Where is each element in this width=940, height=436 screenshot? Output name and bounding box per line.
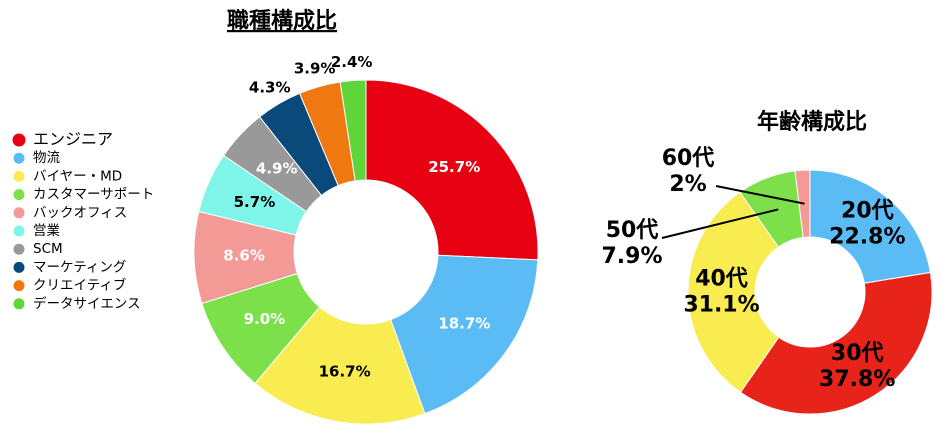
- value-label: 5.7%: [234, 193, 276, 211]
- legend-label: マーケティング: [33, 259, 126, 275]
- leader-line: [661, 208, 779, 239]
- leader-line: [715, 185, 805, 205]
- legend-marker: [12, 133, 26, 147]
- chart-title: 職種構成比: [227, 8, 337, 34]
- value-label: 16.7%: [319, 363, 371, 381]
- legend-label: 営業: [33, 223, 60, 239]
- legend-label: データサイエンス: [33, 295, 141, 312]
- value-label: 37.8%: [819, 367, 895, 392]
- value-label: 18.7%: [438, 315, 490, 333]
- slice-category: 50代: [606, 218, 659, 243]
- legend-label: カスタマーサポート: [33, 187, 154, 203]
- value-label: 9.0%: [244, 310, 286, 328]
- slice: [809, 169, 931, 284]
- legend-marker: [13, 225, 25, 237]
- value-label: 2.4%: [331, 53, 373, 71]
- slice-category: 40代: [695, 266, 748, 291]
- legend-marker: [13, 298, 25, 310]
- slice-category: 20代: [841, 199, 894, 224]
- legend-marker: [13, 152, 25, 164]
- legend-marker: [13, 189, 25, 201]
- value-label: 7.9%: [601, 244, 662, 269]
- slice: [739, 271, 933, 415]
- value-label: 4.3%: [249, 79, 291, 97]
- legend-label: エンジニア: [33, 130, 113, 149]
- legend-label: バックオフィス: [33, 205, 127, 221]
- chart-title: 年齢構成比: [757, 109, 867, 135]
- slice: [687, 191, 780, 393]
- legend-label: バイヤー・MD: [33, 168, 122, 184]
- legend-label: SCM: [33, 241, 63, 257]
- value-label: 8.6%: [223, 247, 265, 265]
- slice-category: 60代: [662, 146, 715, 171]
- value-label: 25.7%: [428, 158, 480, 176]
- value-label: 31.1%: [683, 292, 759, 317]
- slice: [389, 254, 539, 415]
- legend-marker: [13, 280, 25, 292]
- value-label: 3.9%: [294, 60, 336, 78]
- slice: [365, 79, 539, 261]
- slice: [339, 79, 367, 182]
- slice-category: 30代: [831, 341, 884, 366]
- value-label: 4.9%: [256, 159, 298, 177]
- legend-label: 物流: [33, 150, 60, 166]
- legend-marker: [13, 261, 25, 273]
- legend-marker: [13, 207, 25, 219]
- legend-marker: [13, 243, 25, 255]
- slice: [254, 306, 426, 425]
- legend-label: クリエイティブ: [33, 277, 127, 294]
- value-label: 22.8%: [829, 225, 905, 250]
- value-label: 2%: [669, 172, 706, 197]
- legend-marker: [13, 170, 25, 182]
